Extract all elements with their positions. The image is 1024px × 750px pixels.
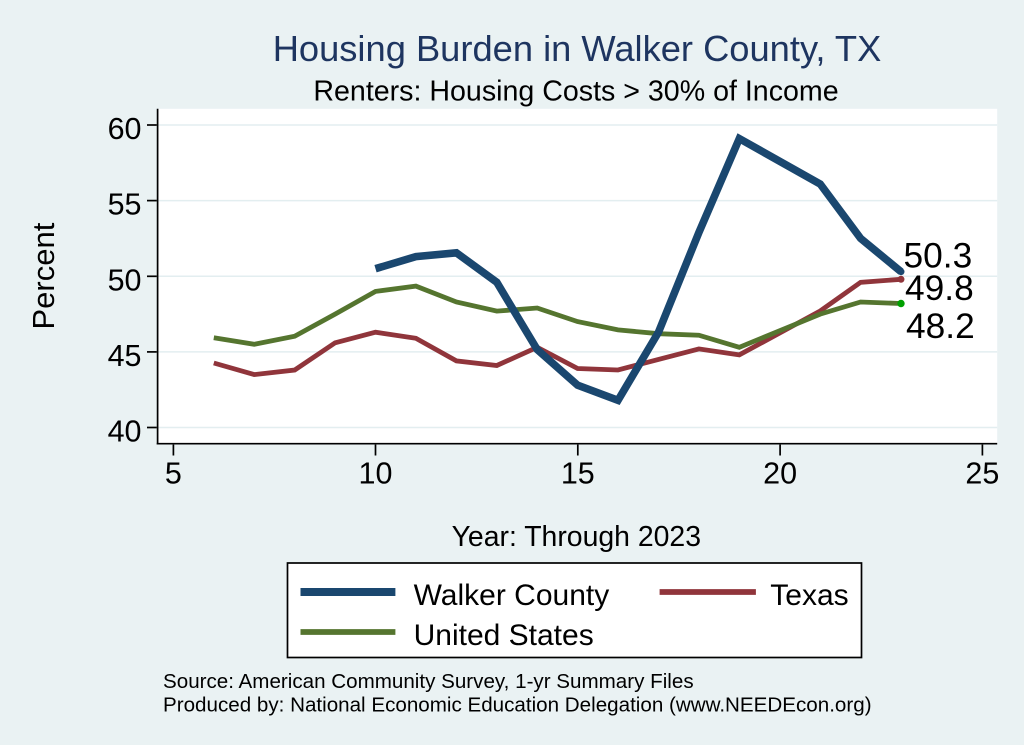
svg-text:United States: United States xyxy=(414,619,594,652)
svg-text:15: 15 xyxy=(561,457,595,491)
svg-text:Produced by: National Economic: Produced by: National Economic Education… xyxy=(163,693,872,716)
svg-text:20: 20 xyxy=(763,457,797,491)
svg-text:25: 25 xyxy=(965,457,999,491)
svg-text:Percent: Percent xyxy=(26,222,61,329)
svg-text:Year: Through 2023: Year: Through 2023 xyxy=(452,521,701,553)
svg-text:10: 10 xyxy=(359,457,393,491)
svg-text:Source: American Community Sur: Source: American Community Survey, 1-yr … xyxy=(163,670,694,693)
svg-text:55: 55 xyxy=(108,188,142,222)
svg-text:Renters: Housing Costs > 30% o: Renters: Housing Costs > 30% of Income xyxy=(313,76,838,108)
svg-text:50: 50 xyxy=(108,263,142,297)
svg-text:49.8: 49.8 xyxy=(905,269,974,308)
svg-text:50.3: 50.3 xyxy=(904,237,973,276)
svg-text:45: 45 xyxy=(108,339,142,373)
svg-text:Walker County: Walker County xyxy=(414,579,610,612)
svg-text:5: 5 xyxy=(165,457,182,491)
svg-text:Housing Burden in Walker Count: Housing Burden in Walker County, TX xyxy=(273,28,882,69)
svg-text:40: 40 xyxy=(108,415,142,449)
svg-text:60: 60 xyxy=(108,112,142,146)
svg-text:Texas: Texas xyxy=(770,579,848,612)
svg-text:48.2: 48.2 xyxy=(906,307,975,346)
